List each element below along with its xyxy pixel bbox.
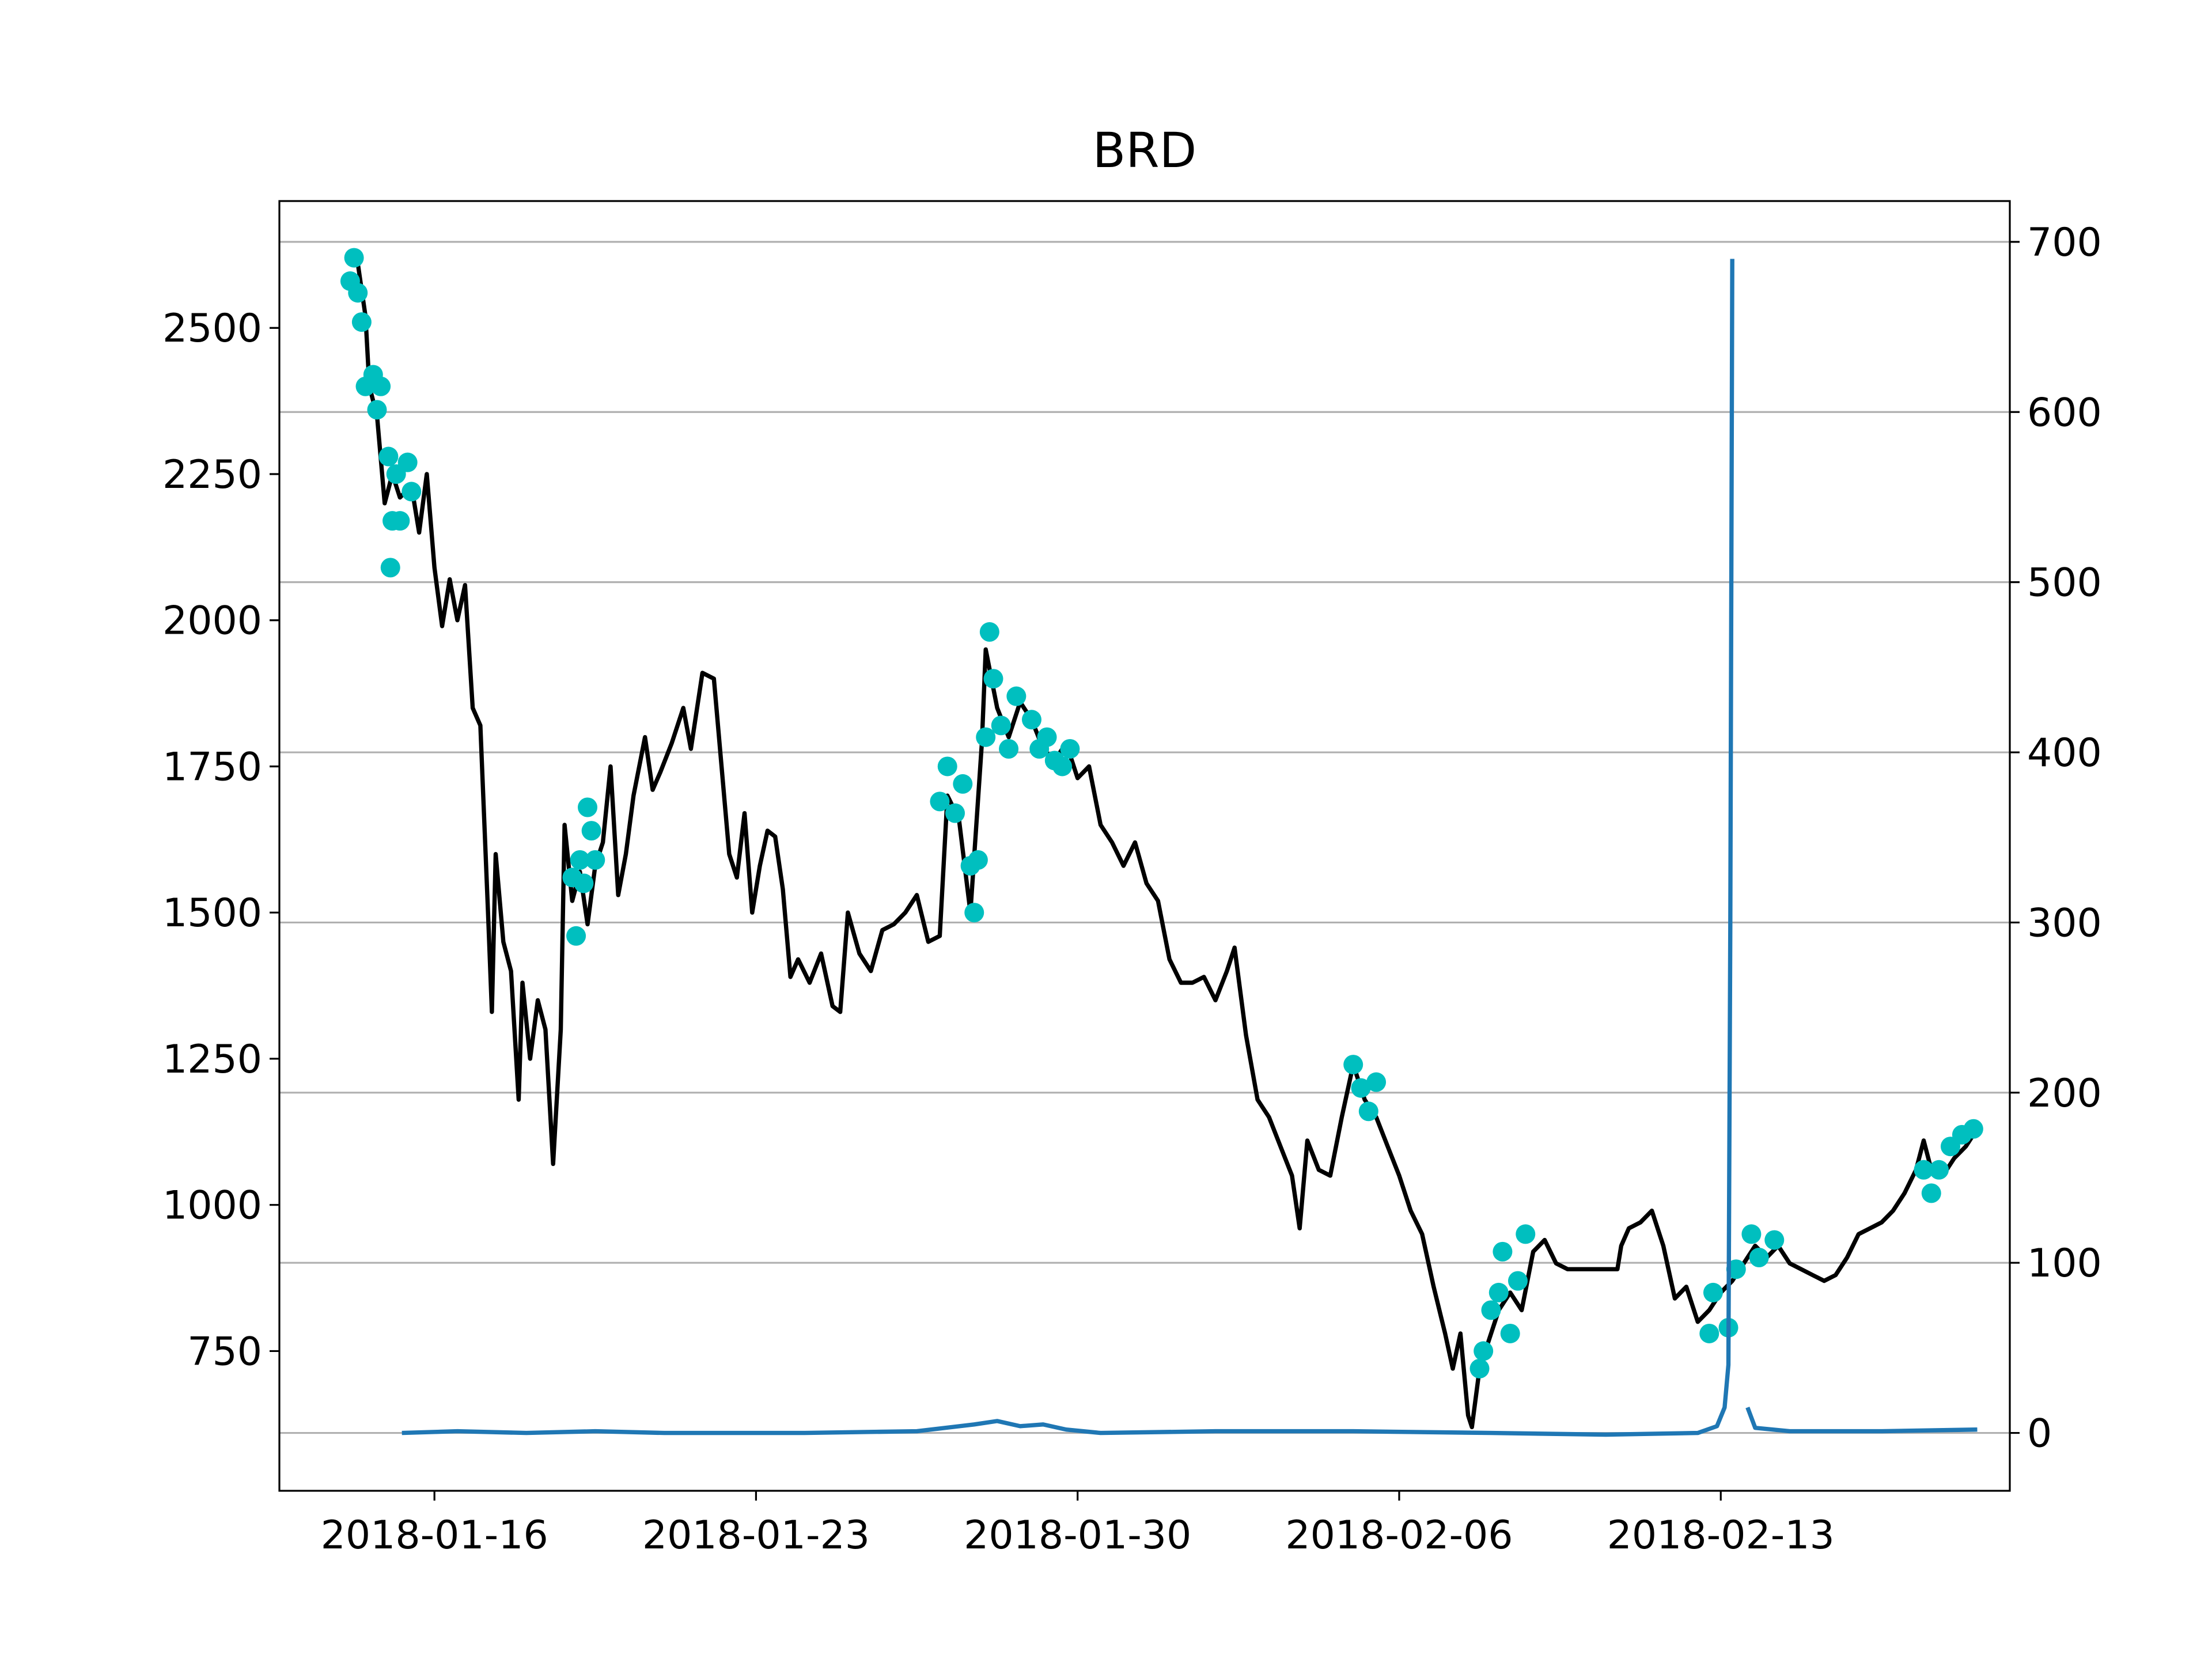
y2-tick-label: 200 bbox=[2027, 1071, 2102, 1116]
data-point bbox=[1493, 1241, 1513, 1262]
data-point bbox=[945, 803, 965, 823]
data-point bbox=[979, 622, 999, 642]
data-point bbox=[1343, 1055, 1363, 1075]
data-point bbox=[1914, 1160, 1934, 1180]
data-point bbox=[378, 446, 399, 467]
data-point bbox=[1749, 1248, 1769, 1268]
y-tick-label: 750 bbox=[187, 1329, 262, 1374]
data-point bbox=[1726, 1259, 1746, 1279]
data-point bbox=[1929, 1160, 1949, 1180]
data-point bbox=[1703, 1282, 1723, 1302]
data-point bbox=[344, 248, 364, 268]
data-point bbox=[566, 926, 586, 946]
data-point bbox=[983, 669, 1003, 689]
data-point bbox=[1500, 1323, 1520, 1343]
y2-tick-label: 700 bbox=[2027, 220, 2102, 266]
data-point bbox=[1474, 1341, 1494, 1361]
y-tick-label: 1000 bbox=[162, 1183, 262, 1229]
y-tick-label: 1250 bbox=[162, 1037, 262, 1082]
chart-title: BRD bbox=[1093, 122, 1197, 179]
x-tick-label: 2018-01-23 bbox=[642, 1513, 870, 1558]
data-point bbox=[390, 511, 410, 531]
data-point bbox=[1366, 1072, 1387, 1092]
data-point bbox=[1741, 1224, 1762, 1244]
data-point bbox=[570, 850, 590, 870]
data-point bbox=[380, 558, 400, 578]
data-point bbox=[1021, 710, 1041, 730]
data-point bbox=[1764, 1230, 1785, 1250]
y-tick-label: 2500 bbox=[162, 306, 262, 351]
data-point bbox=[574, 873, 594, 893]
data-point bbox=[578, 797, 598, 817]
data-point bbox=[1052, 756, 1073, 777]
data-point bbox=[964, 903, 984, 923]
data-point bbox=[1921, 1183, 1941, 1203]
y2-tick-label: 100 bbox=[2027, 1241, 2102, 1286]
data-point bbox=[1963, 1119, 1983, 1139]
data-point bbox=[1488, 1282, 1509, 1302]
data-point bbox=[1516, 1224, 1536, 1244]
data-point bbox=[397, 452, 418, 472]
data-point bbox=[585, 850, 605, 870]
data-point bbox=[371, 376, 391, 396]
data-point bbox=[1358, 1101, 1378, 1122]
data-line bbox=[402, 259, 1734, 1437]
data-point bbox=[968, 850, 988, 870]
data-point bbox=[976, 727, 996, 747]
y2-tick-label: 500 bbox=[2027, 560, 2102, 606]
data-point bbox=[367, 400, 387, 420]
data-point bbox=[351, 312, 372, 332]
y2-tick-label: 600 bbox=[2027, 390, 2102, 435]
data-line bbox=[1745, 1406, 1978, 1434]
data-point bbox=[1469, 1358, 1490, 1378]
data-point bbox=[1351, 1078, 1371, 1098]
data-point bbox=[930, 791, 950, 812]
data-point bbox=[1037, 727, 1057, 747]
y-tick-label: 1750 bbox=[162, 744, 262, 790]
data-point bbox=[991, 715, 1011, 736]
plot-frame bbox=[278, 200, 2011, 1492]
y-tick-label: 2250 bbox=[162, 452, 262, 498]
x-tick-label: 2018-01-30 bbox=[964, 1513, 1191, 1558]
y2-tick-label: 0 bbox=[2027, 1411, 2052, 1457]
y2-tick-label: 300 bbox=[2027, 900, 2102, 946]
x-tick-label: 2018-02-13 bbox=[1607, 1513, 1835, 1558]
x-tick-label: 2018-01-16 bbox=[321, 1513, 548, 1558]
y-tick-label: 2000 bbox=[162, 599, 262, 644]
x-tick-label: 2018-02-06 bbox=[1285, 1513, 1513, 1558]
data-line bbox=[355, 263, 1979, 1430]
data-point bbox=[999, 739, 1019, 759]
data-point bbox=[937, 756, 957, 777]
data-point bbox=[1006, 686, 1027, 706]
data-point bbox=[581, 821, 601, 841]
data-point bbox=[953, 774, 973, 794]
data-point bbox=[402, 482, 422, 502]
y2-tick-label: 400 bbox=[2027, 730, 2102, 776]
data-point bbox=[348, 283, 368, 303]
data-point bbox=[1508, 1271, 1528, 1291]
data-point bbox=[1481, 1300, 1501, 1320]
data-point bbox=[1060, 739, 1080, 759]
data-point bbox=[1699, 1323, 1719, 1343]
y-tick-label: 1500 bbox=[162, 891, 262, 936]
